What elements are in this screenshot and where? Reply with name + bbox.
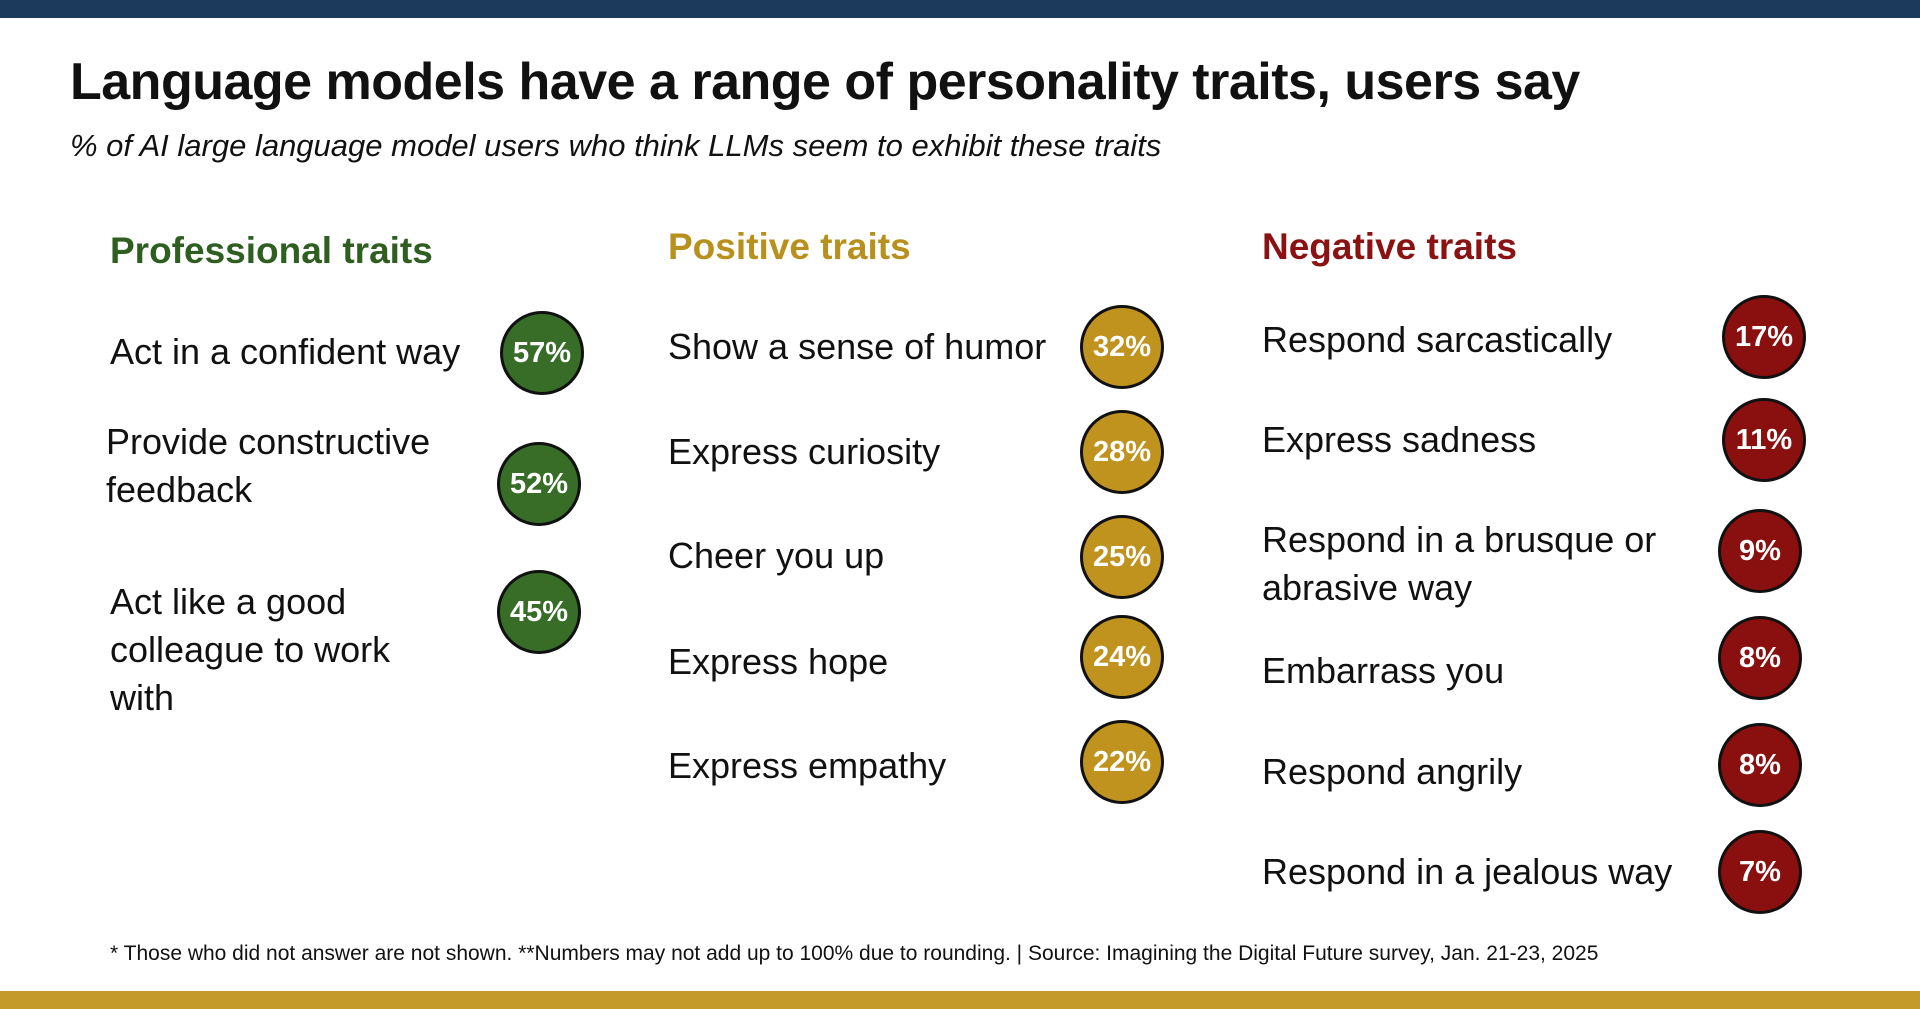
value-bubble: 8%	[1718, 616, 1802, 700]
value-bubble: 17%	[1722, 295, 1806, 379]
trait-label: Respond in a brusque or abrasive way	[1262, 519, 1657, 608]
value-bubble: 24%	[1080, 615, 1164, 699]
trait-label: Express hope	[668, 641, 889, 682]
value-bubble: 28%	[1080, 410, 1164, 494]
value-bubble: 25%	[1080, 515, 1164, 599]
value-bubble: 57%	[500, 311, 584, 395]
trait-label: Express sadness	[1262, 419, 1537, 460]
trait-label: Respond sarcastically	[1262, 319, 1613, 360]
footnote-source: * Those who did not answer are not shown…	[110, 942, 1599, 965]
top-accent-bar	[0, 0, 1920, 18]
chart-title: Language models have a range of personal…	[70, 53, 1580, 111]
trait-label: Act in a confident way	[110, 331, 461, 372]
trait-label: Respond angrily	[1262, 751, 1523, 792]
value-bubble: 32%	[1080, 305, 1164, 389]
value-bubble: 8%	[1718, 723, 1802, 807]
bottom-accent-bar	[0, 991, 1920, 1009]
value-bubble: 22%	[1080, 720, 1164, 804]
chart-subtitle: % of AI large language model users who t…	[70, 128, 1162, 163]
value-bubble: 9%	[1718, 509, 1802, 593]
value-bubble: 52%	[497, 442, 581, 526]
trait-label: Act like a good colleague to work with	[110, 581, 391, 718]
trait-label: Embarrass you	[1262, 650, 1505, 691]
trait-label: Cheer you up	[668, 535, 885, 576]
value-bubble: 11%	[1722, 398, 1806, 482]
negative-traits-heading: Negative traits	[1262, 226, 1517, 267]
trait-label: Respond in a jealous way	[1262, 851, 1673, 892]
trait-label: Show a sense of humor	[668, 326, 1047, 367]
trait-label: Express empathy	[668, 745, 947, 786]
value-bubble: 45%	[497, 570, 581, 654]
professional-traits-heading: Professional traits	[110, 230, 433, 271]
trait-label: Express curiosity	[668, 431, 941, 472]
positive-traits-heading: Positive traits	[668, 226, 911, 267]
value-bubble: 7%	[1718, 830, 1802, 914]
trait-label: Provide constructive feedback	[106, 421, 431, 510]
